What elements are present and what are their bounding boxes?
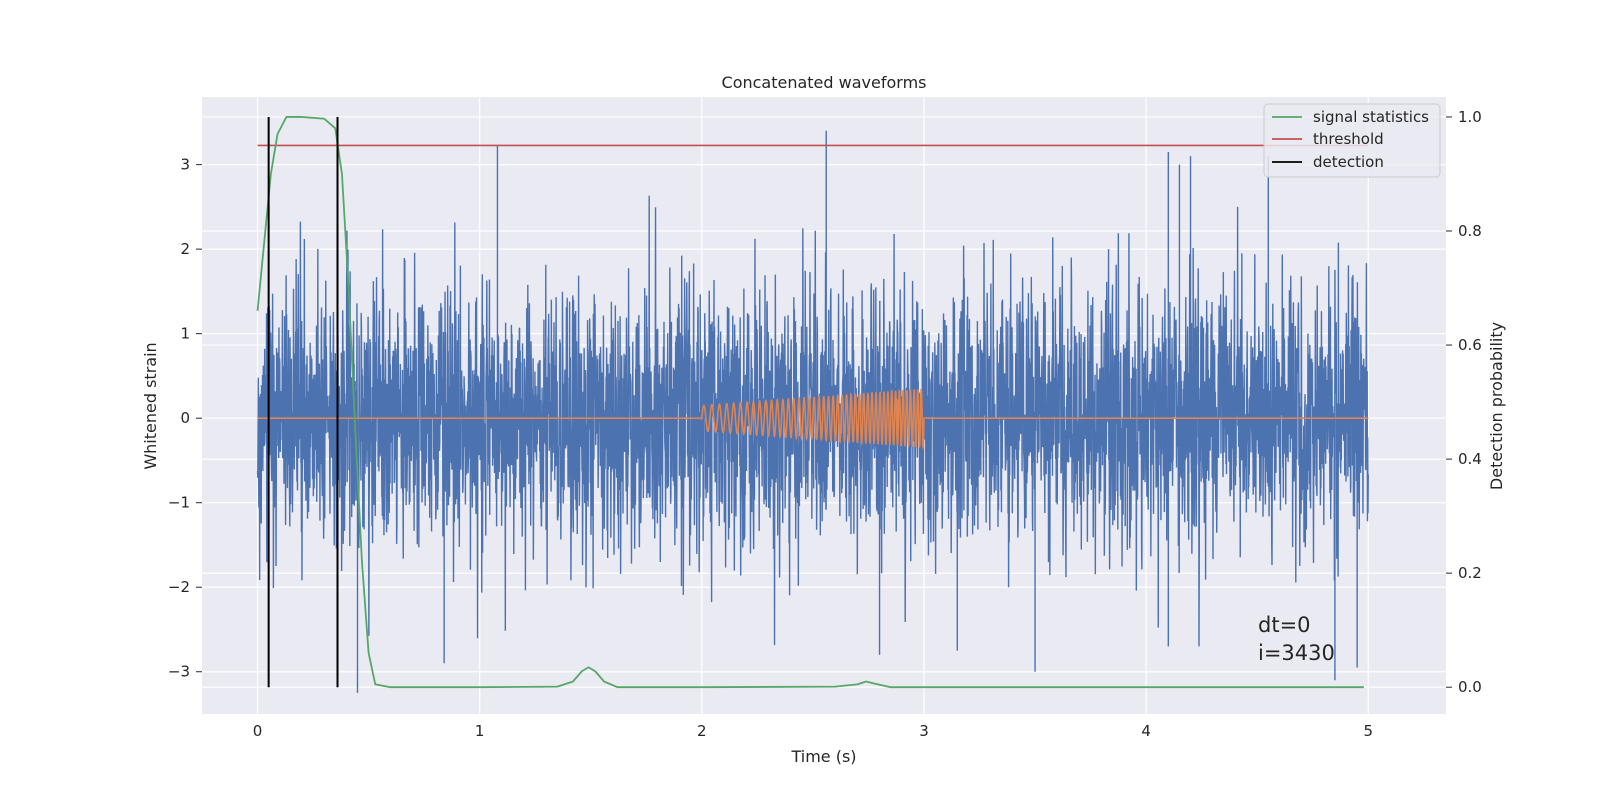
y2-tick-label: 0.8 [1458,222,1482,240]
y-axis: −3 −2 −1 0 1 2 3 [168,156,202,681]
series-signal-statistics-line [256,116,1364,689]
x-tick-label: 2 [697,722,707,740]
chart-title: Concatenated waveforms [722,73,927,92]
x-tick-label: 1 [475,722,485,740]
y-axis-label: Whitened strain [141,342,160,469]
annotation-i: i=3430 [1258,641,1335,665]
y-tick-label: −1 [168,494,190,512]
x-axis: 0 1 2 3 4 5 [253,722,1373,740]
y-tick-label: 1 [180,325,190,343]
y2-tick-label: 0.2 [1458,564,1482,582]
x-axis-label: Time (s) [790,747,856,766]
y2-tick-label: 0.0 [1458,678,1482,696]
y-tick-label: −2 [168,578,190,596]
y2-tick-label: 0.6 [1458,336,1482,354]
legend-box [1263,103,1441,178]
y2-tick-label: 1.0 [1458,108,1482,126]
legend-label-threshold: threshold [1313,130,1384,148]
annotation-dt: dt=0 [1258,613,1311,637]
x-tick-label: 5 [1363,722,1373,740]
x-tick-label: 3 [919,722,929,740]
y2-axis: 0.0 0.2 0.4 0.6 0.8 1.0 [1446,108,1482,696]
y2-tick-label: 0.4 [1458,450,1482,468]
y-tick-label: 3 [180,156,190,174]
x-tick-label: 0 [253,722,263,740]
legend-label-signal-statistics: signal statistics [1313,108,1429,126]
series-layer [256,116,1369,693]
series-noise-line [256,130,1369,693]
y-tick-label: 0 [180,409,190,427]
y-tick-label: −3 [168,663,190,681]
legend: signal statistics threshold detection [1263,103,1441,178]
y-tick-label: 2 [180,240,190,258]
series-chirp-line [257,387,1369,450]
x-tick-label: 4 [1141,722,1151,740]
legend-label-detection: detection [1313,153,1384,171]
y2-axis-label: Detection probability [1487,322,1506,490]
